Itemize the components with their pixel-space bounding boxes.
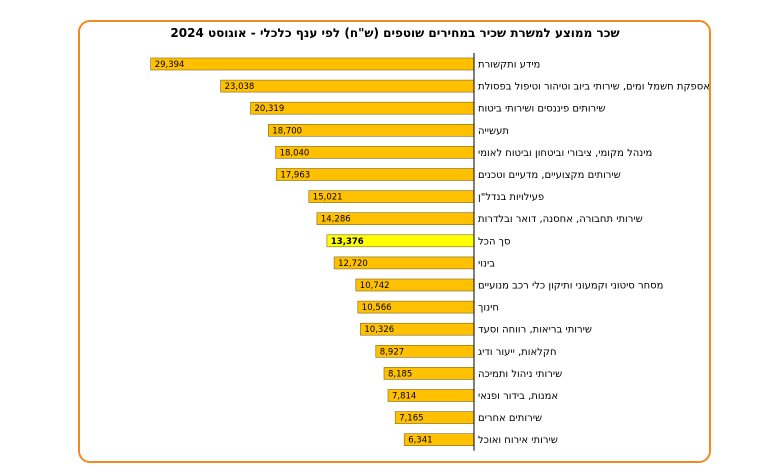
data-label: 12,720: [338, 259, 368, 269]
category-tick-label: חינוך: [478, 303, 499, 314]
category-tick-label: שירותים פיננסים ושירותי ביטוח: [478, 104, 606, 115]
data-label: 18,700: [272, 126, 302, 136]
category-tick-label: אספקת חשמל ומים, שירותי ביוב וטיהור וטיפ…: [478, 82, 710, 93]
data-label: 23,038: [225, 82, 255, 92]
category-tick-label: מידע ותקשורת: [478, 60, 540, 71]
category-tick-label: שירותי ניהול ותמיכה: [478, 369, 562, 380]
data-label: 7,814: [392, 392, 416, 402]
data-label: 14,286: [321, 215, 351, 225]
category-tick-label: שירותים אחרים: [478, 413, 542, 424]
category-tick-label: חקלאות, ייעור ודיג: [478, 347, 556, 358]
data-label: 8,185: [388, 369, 412, 379]
category-tick-label: בינוי: [478, 258, 495, 269]
data-label: 17,963: [280, 171, 310, 181]
category-tick-label: מסחר סיטוני וקמעוני ותיקון כלי רכב מנועי…: [478, 281, 663, 292]
category-tick-label: שירותי תחבורה, אחסנה, דואר ובלדרות: [478, 214, 643, 225]
chart-title: שכר ממוצע למשרת שכיר במחירים שוטפים (ש"ח…: [170, 26, 619, 40]
data-label: 29,394: [155, 60, 185, 70]
data-label: 10,326: [364, 325, 394, 335]
category-tick-label: אמנות, בידור ופנאי: [478, 391, 558, 402]
data-label: 13,376: [331, 237, 364, 247]
bar: [150, 57, 475, 71]
data-label: 15,021: [313, 193, 343, 203]
data-label: 20,319: [255, 104, 285, 114]
category-tick-label: שירותי אירוח ואוכל: [478, 435, 558, 446]
data-label: 6,341: [408, 436, 432, 446]
data-label: 10,742: [360, 281, 390, 291]
data-label: 8,927: [380, 347, 404, 357]
category-tick-label: מינהל מקומי, ציבורי וביטחון וביטוח לאומי: [478, 148, 652, 159]
category-tick-label: שירותים מקצועיים, מדעיים וטכנים: [478, 170, 621, 181]
data-label: 10,566: [362, 303, 392, 313]
data-label: 7,165: [399, 414, 423, 424]
category-tick-label: סך הכל: [478, 236, 511, 247]
category-tick-label: תעשייה: [478, 126, 509, 137]
data-label: 18,040: [280, 148, 310, 158]
bar: [220, 79, 475, 93]
category-tick-label: פעילויות בנדל"ן: [478, 192, 544, 203]
category-tick-label: שירותי בריאות, רווחה וסעד: [478, 325, 592, 336]
